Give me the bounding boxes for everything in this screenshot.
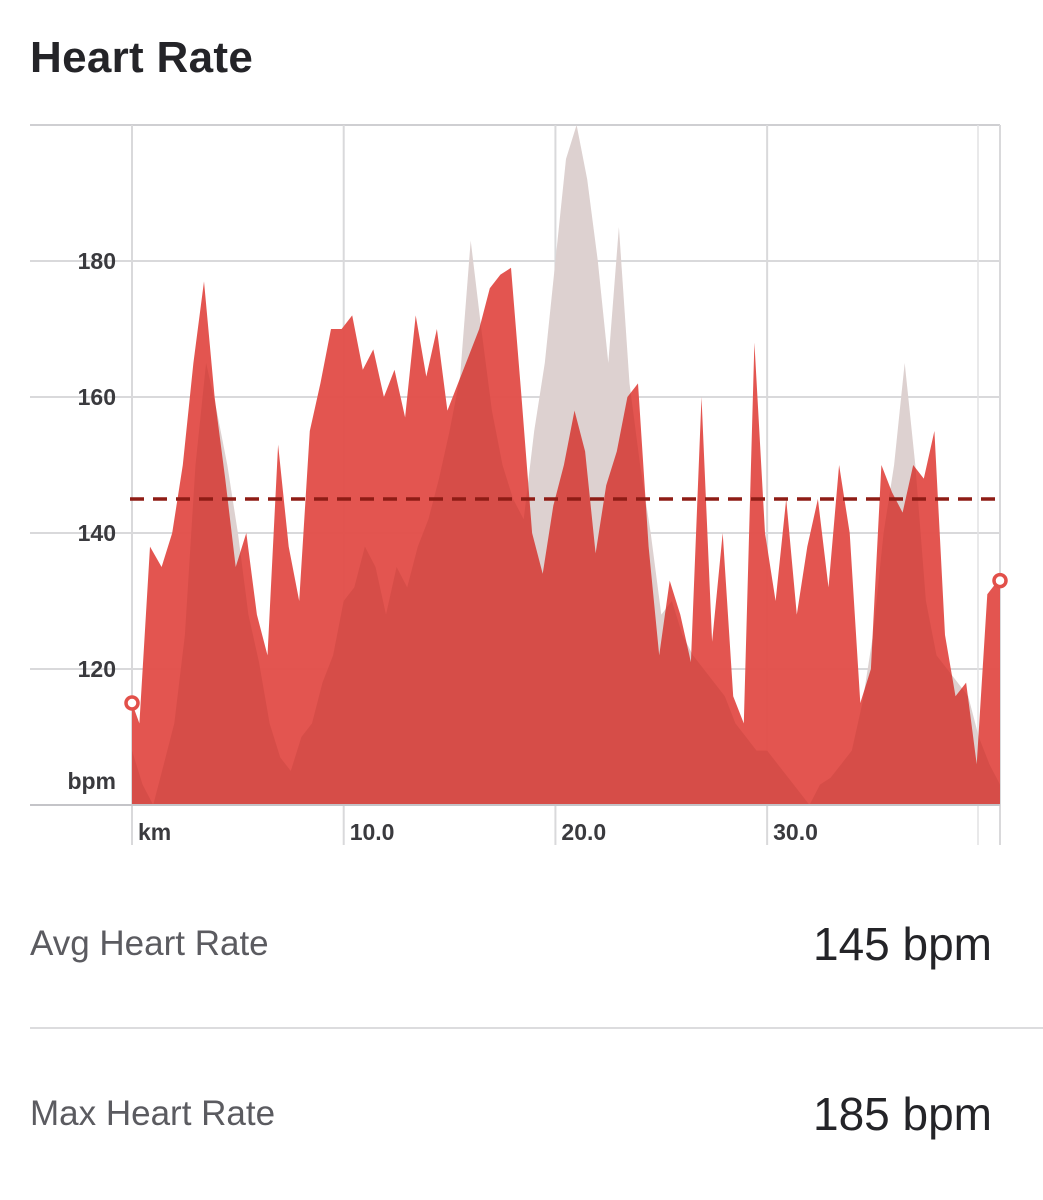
y-tick-label-180: 180 <box>78 248 116 274</box>
y-tick-label-160: 160 <box>78 384 116 410</box>
max-heart-rate-row: Max Heart Rate 185 bpm <box>30 1074 992 1154</box>
y-tick-label-140: 140 <box>78 520 116 546</box>
stats-divider <box>30 1027 1043 1029</box>
comparison-overlay <box>132 125 1000 805</box>
avg-heart-rate-label: Avg Heart Rate <box>30 924 269 963</box>
y-axis-label: bpm <box>67 768 116 794</box>
avg-heart-rate-value: 145 bpm <box>812 918 992 970</box>
endpoint-marker-0 <box>124 695 140 711</box>
endpoint-marker-1 <box>992 572 1008 589</box>
heart-rate-area <box>132 267 1000 805</box>
x-tick-label-1: 10.0 <box>350 819 395 845</box>
avg-heart-rate-row: Avg Heart Rate 145 bpm <box>30 904 992 984</box>
x-tick-label-0: km <box>138 819 171 845</box>
x-tick-label-2: 20.0 <box>561 819 606 845</box>
max-heart-rate-label: Max Heart Rate <box>30 1094 276 1133</box>
max-heart-rate-value: 185 bpm <box>812 1088 992 1140</box>
x-tick-label-3: 30.0 <box>773 819 818 845</box>
page-title: Heart Rate <box>30 33 254 82</box>
y-tick-label-120: 120 <box>78 656 116 682</box>
